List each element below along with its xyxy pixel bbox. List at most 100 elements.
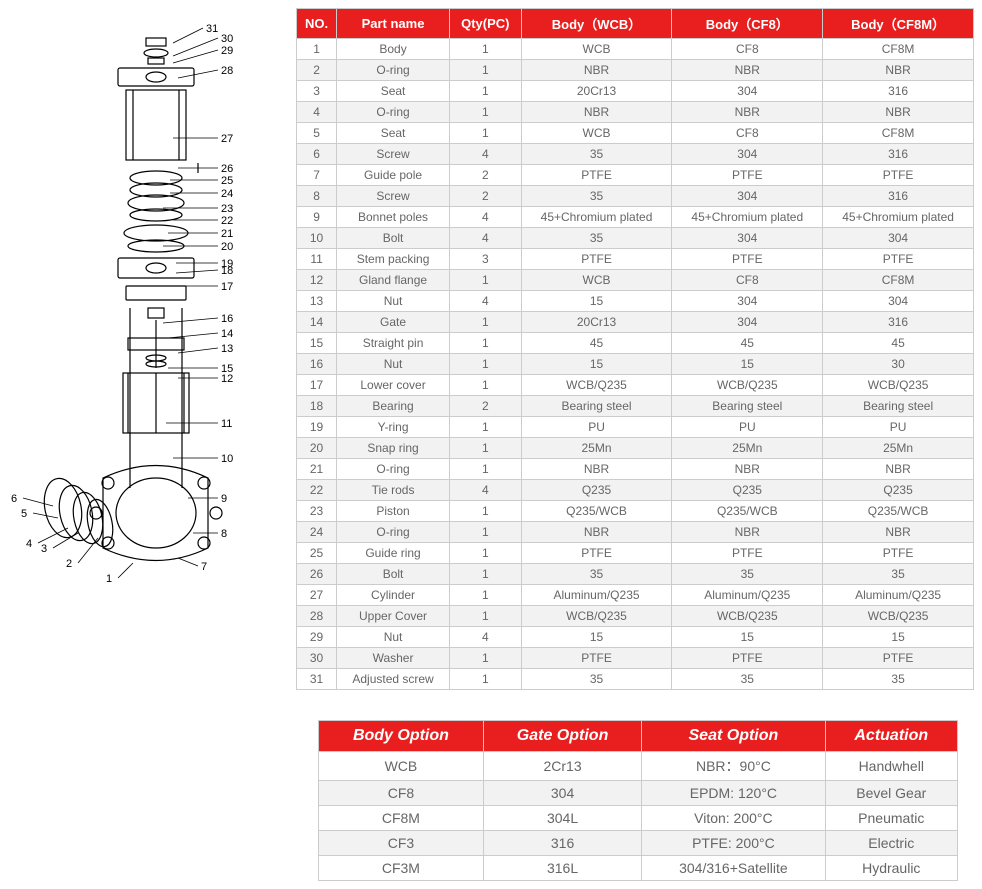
table-cell: PTFE <box>521 648 672 669</box>
table-cell: 1 <box>449 417 521 438</box>
callout-label: 31 <box>206 23 218 35</box>
table-row: 18Bearing2Bearing steelBearing steelBear… <box>297 396 974 417</box>
table-cell: NBR <box>672 102 823 123</box>
options-table: Body Option Gate Option Seat Option Actu… <box>318 720 958 881</box>
table-cell: 1 <box>449 81 521 102</box>
table-cell: 23 <box>297 501 337 522</box>
table-cell: WCB <box>319 752 484 781</box>
table-cell: 26 <box>297 564 337 585</box>
table-cell: Hydraulic <box>825 856 957 881</box>
table-row: 13Nut415304304 <box>297 291 974 312</box>
table-cell: 1 <box>449 270 521 291</box>
table-cell: 10 <box>297 228 337 249</box>
callout-label: 5 <box>21 508 27 520</box>
table-cell: 1 <box>297 39 337 60</box>
table-cell: 35 <box>672 564 823 585</box>
callout-label: 24 <box>221 188 233 200</box>
callout-label: 20 <box>221 241 233 253</box>
table-cell: Handwhell <box>825 752 957 781</box>
table-cell: CF3M <box>319 856 484 881</box>
col-body-cf8m: Body（CF8M） <box>823 9 974 39</box>
col-gate-option: Gate Option <box>483 721 641 752</box>
table-cell: WCB/Q235 <box>823 606 974 627</box>
table-row: 2O-ring1NBRNBRNBR <box>297 60 974 81</box>
table-cell: 304 <box>672 186 823 207</box>
callout-label: 10 <box>221 453 233 465</box>
table-cell: 15 <box>521 627 672 648</box>
table-cell: 2Cr13 <box>483 752 641 781</box>
table-cell: WCB/Q235 <box>823 375 974 396</box>
table-cell: Aluminum/Q235 <box>521 585 672 606</box>
table-cell: 45+Chromium plated <box>521 207 672 228</box>
table-cell: 1 <box>449 354 521 375</box>
callout-label: 7 <box>201 561 207 573</box>
table-row: 21O-ring1NBRNBRNBR <box>297 459 974 480</box>
table-cell: 4 <box>449 480 521 501</box>
table-cell: Straight pin <box>337 333 450 354</box>
callout-label: 13 <box>221 343 233 355</box>
table-row: 29Nut4151515 <box>297 627 974 648</box>
table-cell: 1 <box>449 585 521 606</box>
table-cell: 15 <box>672 354 823 375</box>
table-cell: 316 <box>823 186 974 207</box>
table-row: 16Nut1151530 <box>297 354 974 375</box>
callout-label: 30 <box>221 33 233 45</box>
table-cell: Bearing steel <box>672 396 823 417</box>
table-cell: Upper Cover <box>337 606 450 627</box>
table-cell: Gland flange <box>337 270 450 291</box>
callout-label: 8 <box>221 528 227 540</box>
table-cell: 304 <box>672 291 823 312</box>
table-cell: 1 <box>449 39 521 60</box>
table-cell: 35 <box>521 669 672 690</box>
table-row: 14Gate120Cr13304316 <box>297 312 974 333</box>
table-cell: 45 <box>672 333 823 354</box>
callout-label: 18 <box>221 265 233 277</box>
table-cell: Q235 <box>672 480 823 501</box>
table-cell: WCB/Q235 <box>521 606 672 627</box>
table-row: 1Body1WCBCF8CF8M <box>297 39 974 60</box>
table-cell: PTFE <box>823 648 974 669</box>
table-cell: PTFE <box>521 249 672 270</box>
table-cell: 21 <box>297 459 337 480</box>
table-cell: 304 <box>672 312 823 333</box>
table-cell: 3 <box>449 249 521 270</box>
col-body-wcb: Body（WCB） <box>521 9 672 39</box>
table-row: 19Y-ring1PUPUPU <box>297 417 974 438</box>
table-cell: 11 <box>297 249 337 270</box>
table-cell: 304L <box>483 806 641 831</box>
table-cell: CF8M <box>823 39 974 60</box>
parts-table: NO. Part name Qty(PC) Body（WCB） Body（CF8… <box>296 8 974 690</box>
callout-label: 11 <box>221 418 232 430</box>
table-cell: Pneumatic <box>825 806 957 831</box>
callout-label: 1 <box>106 573 112 585</box>
table-cell: 316 <box>823 81 974 102</box>
table-row: 25Guide ring1PTFEPTFEPTFE <box>297 543 974 564</box>
table-cell: 304 <box>823 228 974 249</box>
table-cell: Y-ring <box>337 417 450 438</box>
table-cell: O-ring <box>337 522 450 543</box>
table-cell: NBR <box>823 522 974 543</box>
callout-label: 25 <box>221 175 233 187</box>
col-no: NO. <box>297 9 337 39</box>
table-cell: 1 <box>449 543 521 564</box>
table-cell: 15 <box>672 627 823 648</box>
table-cell: Bearing steel <box>521 396 672 417</box>
table-cell: PTFE <box>823 249 974 270</box>
table-row: 28Upper Cover1WCB/Q235WCB/Q235WCB/Q235 <box>297 606 974 627</box>
table-cell: Nut <box>337 627 450 648</box>
table-cell: CF3 <box>319 831 484 856</box>
callout-label: 23 <box>221 203 233 215</box>
table-cell: Q235 <box>823 480 974 501</box>
table-cell: NBR <box>672 459 823 480</box>
table-cell: PTFE <box>823 543 974 564</box>
table-row: 5Seat1WCBCF8CF8M <box>297 123 974 144</box>
table-row: 20Snap ring125Mn25Mn25Mn <box>297 438 974 459</box>
table-cell: Q235/WCB <box>823 501 974 522</box>
col-seat-option: Seat Option <box>642 721 825 752</box>
table-cell: PU <box>672 417 823 438</box>
table-cell: 25Mn <box>521 438 672 459</box>
table-cell: Nut <box>337 354 450 375</box>
table-cell: 1 <box>449 123 521 144</box>
table-cell: Guide ring <box>337 543 450 564</box>
table-cell: Piston <box>337 501 450 522</box>
